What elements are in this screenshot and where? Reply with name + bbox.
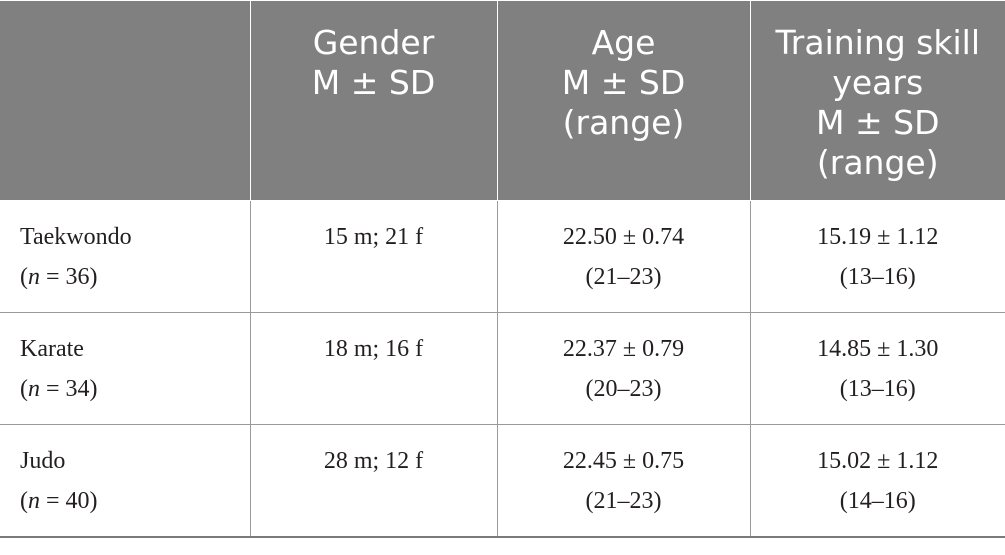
header-text: (range) — [816, 143, 939, 182]
table-row: Judo (n = 40) 28 m; 12 f 22.45 ± 0.75 (2… — [0, 424, 1005, 538]
header-text: M ± SD — [816, 103, 940, 142]
group-cell: Taekwondo (n = 36) — [0, 200, 251, 313]
group-n-value: = 36) — [40, 264, 98, 290]
group-n-var: n — [28, 376, 40, 402]
age-range: (21–23) — [585, 264, 662, 290]
header-text: Training skill — [775, 23, 980, 62]
group-n-value: = 34) — [40, 376, 98, 402]
header-cell-training: Training skill years M ± SD (range) — [749, 0, 1005, 201]
gender-value: 28 m; 12 f — [323, 448, 424, 474]
training-value: 15.19 ± 1.12 — [817, 224, 939, 250]
group-cell: Judo (n = 40) — [0, 424, 251, 538]
group-n-prefix: ( — [20, 488, 28, 514]
age-cell: 22.50 ± 0.74 (21–23) — [496, 200, 751, 313]
training-range: (14–16) — [839, 488, 916, 514]
group-n-prefix: ( — [20, 376, 28, 402]
header-text: Gender — [312, 23, 435, 62]
group-cell: Karate (n = 34) — [0, 312, 251, 425]
table-header: Gender M ± SD Age M ± SD (range) Trainin… — [0, 0, 1005, 201]
header-text: (range) — [562, 103, 685, 142]
header-text: M ± SD — [561, 63, 686, 102]
training-range: (13–16) — [839, 264, 916, 290]
header-cell-gender: Gender M ± SD — [249, 0, 498, 201]
header-text: M ± SD — [311, 63, 436, 102]
group-name: Karate — [20, 336, 84, 362]
training-cell: 15.02 ± 1.12 (14–16) — [749, 424, 1005, 538]
age-value: 22.45 ± 0.75 — [562, 448, 685, 474]
age-value: 22.37 ± 0.79 — [562, 336, 685, 362]
group-n: (n = 34) — [20, 369, 230, 409]
training-range: (13–16) — [839, 376, 916, 402]
gender-value: 15 m; 21 f — [323, 224, 424, 250]
group-name: Taekwondo — [20, 224, 132, 250]
training-cell: 15.19 ± 1.12 (13–16) — [749, 200, 1005, 313]
table-row: Karate (n = 34) 18 m; 16 f 22.37 ± 0.79 … — [0, 312, 1005, 425]
table-body: Taekwondo (n = 36) 15 m; 21 f 22.50 ± 0.… — [0, 200, 1005, 538]
group-name: Judo — [20, 448, 66, 474]
training-value: 14.85 ± 1.30 — [817, 336, 939, 362]
gender-cell: 18 m; 16 f — [249, 312, 498, 425]
training-cell: 14.85 ± 1.30 (13–16) — [749, 312, 1005, 425]
age-value: 22.50 ± 0.74 — [562, 224, 685, 250]
group-n-var: n — [28, 264, 40, 290]
group-n: (n = 36) — [20, 257, 230, 297]
age-cell: 22.45 ± 0.75 (21–23) — [496, 424, 751, 538]
group-n-var: n — [28, 488, 40, 514]
age-range: (20–23) — [585, 376, 662, 402]
age-cell: 22.37 ± 0.79 (20–23) — [496, 312, 751, 425]
group-n-value: = 40) — [40, 488, 98, 514]
table-row: Taekwondo (n = 36) 15 m; 21 f 22.50 ± 0.… — [0, 200, 1005, 313]
gender-cell: 15 m; 21 f — [249, 200, 498, 313]
age-range: (21–23) — [585, 488, 662, 514]
header-cell-age: Age M ± SD (range) — [496, 0, 751, 201]
gender-cell: 28 m; 12 f — [249, 424, 498, 538]
gender-value: 18 m; 16 f — [323, 336, 424, 362]
header-text: Age — [591, 23, 656, 62]
training-value: 15.02 ± 1.12 — [817, 448, 939, 474]
participants-table: Gender M ± SD Age M ± SD (range) Trainin… — [0, 0, 1005, 538]
header-cell-group — [0, 0, 251, 201]
header-text: years — [832, 63, 924, 102]
header-row: Gender M ± SD Age M ± SD (range) Trainin… — [0, 0, 1005, 201]
group-n-prefix: ( — [20, 264, 28, 290]
group-n: (n = 40) — [20, 481, 230, 521]
